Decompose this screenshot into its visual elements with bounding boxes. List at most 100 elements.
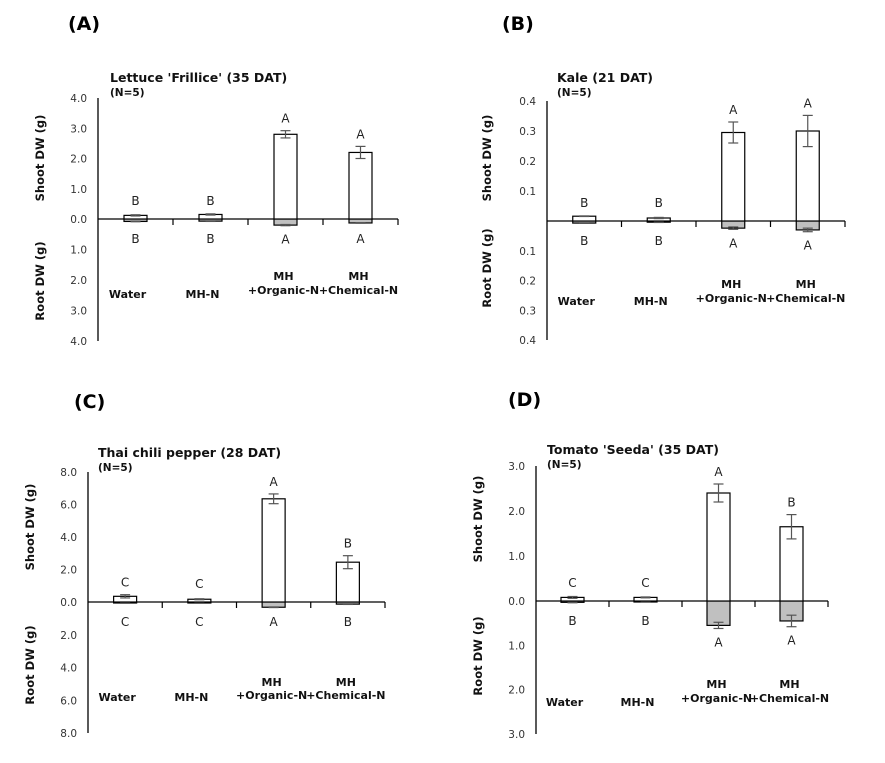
x-category-label: MH-N (634, 295, 668, 308)
y-axis-label-root: Root DW (g) (480, 228, 494, 307)
significance-letter-root: B (568, 614, 576, 628)
y-tick-label-root: 2.0 (70, 275, 87, 287)
x-category-label: Water (109, 288, 147, 301)
y-tick-label-shoot: 8.0 (60, 467, 77, 479)
panel-label: (B) (502, 13, 534, 35)
x-category-label: MH (262, 676, 282, 689)
x-category-label: MH-N (174, 691, 208, 704)
y-tick-label-shoot: 0.1 (519, 186, 536, 198)
y-tick-label-shoot: 2.0 (70, 154, 87, 166)
x-category-label: +Organic-N (696, 292, 767, 305)
y-tick-label-root: 0.3 (519, 305, 536, 317)
y-tick-label-root: 1.0 (508, 640, 525, 652)
significance-letter-root: B (131, 232, 139, 246)
chart-title: Tomato 'Seeda' (35 DAT) (547, 442, 719, 457)
y-tick-label-root: 2.0 (508, 685, 525, 697)
y-axis-label-shoot: Shoot DW (g) (471, 476, 485, 563)
significance-letter-root: C (121, 615, 129, 629)
x-category-label: +Organic-N (681, 692, 752, 705)
significance-letter-root: A (270, 615, 279, 629)
x-category-label: MH (336, 676, 356, 689)
significance-letter-root: B (641, 614, 649, 628)
significance-letter-root: A (729, 236, 738, 250)
x-category-label: MH (273, 270, 293, 283)
y-axis-label-root: Root DW (g) (471, 616, 485, 695)
x-category-label: +Organic-N (248, 284, 319, 297)
bar-shoot (721, 131, 746, 222)
y-tick-label-shoot: 6.0 (60, 500, 77, 512)
y-tick-label-shoot: 0.4 (519, 96, 536, 108)
bar-shoot (348, 151, 373, 220)
x-category-label: MH-N (186, 288, 220, 301)
panel-c: (C) Thai chili pepper (28 DAT) (N=5) Shoot … (23, 391, 386, 740)
x-category-label: +Chemical-N (319, 284, 398, 297)
chart-subtitle: (N=5) (98, 462, 133, 474)
y-tick-label-shoot: 0.2 (519, 156, 536, 168)
chart-subtitle: (N=5) (547, 459, 582, 471)
y-tick-label-root: 4.0 (70, 336, 87, 348)
bar-shoot (261, 498, 286, 603)
significance-letter-shoot: A (714, 465, 723, 479)
significance-letter-shoot: B (787, 496, 795, 510)
panel-a: (A) Lettuce 'Frillice' (35 DAT) (N=5) Shoot… (33, 13, 399, 348)
significance-letter-root: C (195, 615, 203, 629)
significance-letter-shoot: C (568, 576, 576, 590)
significance-letter-shoot: A (270, 475, 279, 489)
significance-letter-shoot: B (344, 537, 352, 551)
significance-letter-root: B (655, 234, 663, 248)
x-category-label: Water (546, 696, 584, 709)
y-tick-label-root: 0.2 (519, 276, 536, 288)
significance-letter-root: B (580, 234, 588, 248)
significance-letter-root: B (344, 615, 352, 629)
y-tick-label-shoot: 1.0 (70, 184, 87, 196)
y-tick-label-shoot: 4.0 (70, 93, 87, 105)
y-tick-label-shoot: 0.3 (519, 126, 536, 138)
x-category-label: Water (558, 295, 596, 308)
y-tick-label-shoot: 2.0 (60, 565, 77, 577)
significance-letter-root: A (804, 239, 813, 253)
y-tick-label-root: 3.0 (70, 306, 87, 318)
significance-letter-root: B (206, 232, 214, 246)
significance-letter-root: A (714, 635, 723, 649)
x-category-label: MH (796, 278, 816, 291)
x-category-label: MH (706, 678, 726, 691)
y-tick-label-root: 0.4 (519, 335, 536, 347)
significance-letter-root: A (787, 634, 796, 648)
x-category-label: +Chemical-N (766, 292, 845, 305)
panel-b: (B) Kale (21 DAT) (N=5) Shoot DW (g) Root DW… (480, 13, 846, 347)
chart-title: Lettuce 'Frillice' (35 DAT) (110, 70, 287, 85)
bar-shoot (273, 133, 298, 220)
bar-shoot (706, 492, 731, 602)
y-tick-label-root: 1.0 (70, 245, 87, 257)
panel-label: (A) (68, 13, 100, 35)
chart-title: Thai chili pepper (28 DAT) (98, 445, 281, 460)
significance-letter-root: A (356, 232, 365, 246)
y-tick-label-shoot: 2.0 (508, 506, 525, 518)
significance-letter-shoot: A (804, 96, 813, 110)
significance-letter-shoot: A (729, 103, 738, 117)
y-tick-label-root: 0.1 (519, 246, 536, 258)
y-tick-label-shoot: 0.0 (70, 214, 87, 226)
significance-letter-root: A (281, 233, 290, 247)
significance-letter-shoot: C (641, 576, 649, 590)
panel-d: (D) Tomato 'Seeda' (35 DAT) (N=5) Shoot DW … (471, 389, 829, 741)
chart-subtitle: (N=5) (557, 87, 592, 99)
significance-letter-shoot: B (206, 194, 214, 208)
panel-label: (D) (508, 389, 541, 411)
y-axis-label-shoot: Shoot DW (g) (480, 115, 494, 202)
x-category-label: MH-N (621, 696, 655, 709)
y-tick-label-root: 4.0 (60, 663, 77, 675)
significance-letter-shoot: B (655, 196, 663, 210)
significance-letter-shoot: B (580, 196, 588, 210)
y-tick-label-shoot: 1.0 (508, 551, 525, 563)
y-axis-label-root: Root DW (g) (33, 241, 47, 320)
x-category-label: Water (98, 691, 136, 704)
significance-letter-shoot: B (131, 194, 139, 208)
chart-title: Kale (21 DAT) (557, 70, 653, 85)
x-category-label: +Organic-N (236, 689, 307, 702)
x-category-label: MH (721, 278, 741, 291)
y-tick-label-root: 6.0 (60, 695, 77, 707)
y-tick-label-root: 2.0 (60, 630, 77, 642)
y-axis-label-root: Root DW (g) (23, 625, 37, 704)
